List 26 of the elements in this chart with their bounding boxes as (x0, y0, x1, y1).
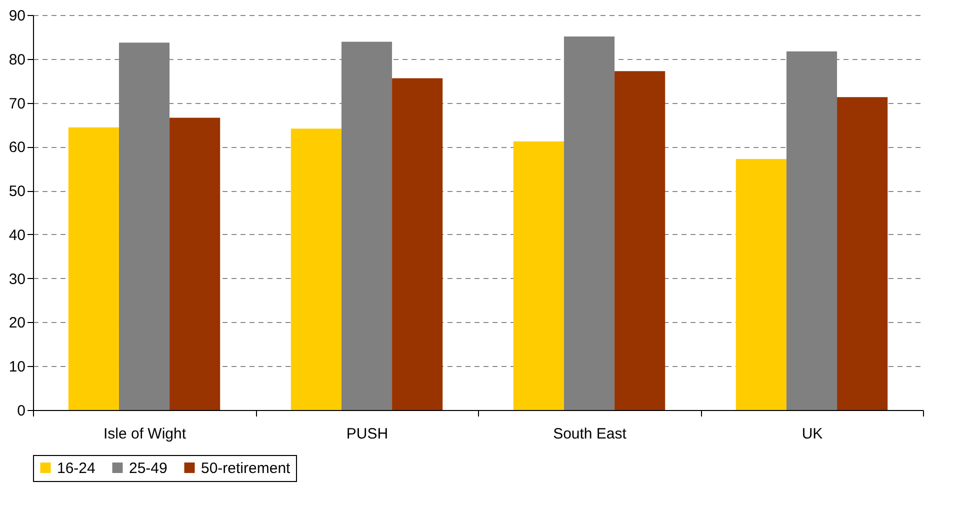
bar (392, 78, 443, 410)
y-tick-label: 10 (8, 358, 26, 376)
x-tick-label: Isle of Wight (103, 426, 187, 442)
bar (564, 36, 615, 410)
bar (290, 128, 342, 410)
x-tick-label: PUSH (346, 426, 388, 442)
y-tick-label: 0 (17, 402, 26, 420)
bar (614, 71, 666, 410)
y-tick-label: 90 (8, 8, 26, 24)
x-tick-label: UK (802, 426, 823, 442)
bar (837, 97, 888, 410)
y-tick-label: 70 (8, 95, 26, 112)
x-tick-label: South East (553, 426, 628, 442)
y-tick-label: 80 (8, 51, 26, 68)
bar (170, 118, 220, 410)
y-tick-label: 30 (8, 270, 26, 288)
y-tick-label: 20 (8, 314, 26, 332)
y-tick-label: 60 (8, 139, 26, 156)
y-tick-label: 40 (8, 226, 26, 244)
bar (68, 127, 119, 410)
legend-label: 16-24 (57, 460, 96, 477)
bar (736, 158, 786, 410)
legend-label: 50-retirement (201, 460, 292, 477)
y-tick-label: 50 (8, 183, 26, 200)
bar (513, 141, 564, 410)
legend-label: 25-49 (129, 460, 168, 477)
